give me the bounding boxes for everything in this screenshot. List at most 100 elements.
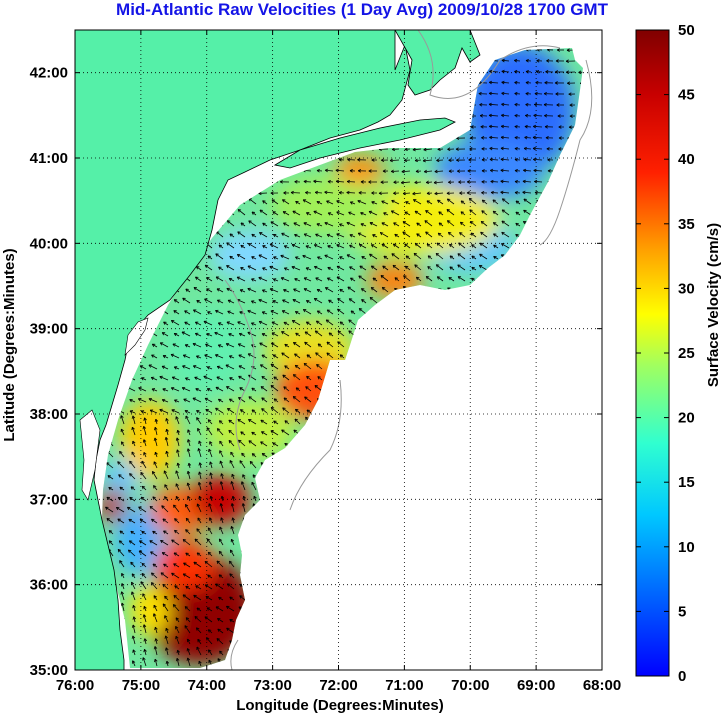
current-vector <box>280 277 290 282</box>
current-vector <box>534 104 543 106</box>
current-vector <box>215 310 224 315</box>
current-vector-head <box>502 198 506 200</box>
current-vector-head <box>261 408 264 412</box>
current-vector <box>358 232 367 238</box>
current-vector-head <box>203 376 206 379</box>
current-vector-head <box>284 365 287 369</box>
current-vector-head <box>435 264 438 268</box>
current-vector-head <box>381 222 384 226</box>
current-vector <box>251 409 257 414</box>
current-vector-head <box>404 243 407 247</box>
current-vector-head <box>258 299 261 303</box>
current-vector-head <box>328 332 331 336</box>
current-vector-head <box>481 170 485 173</box>
current-vector-head <box>515 223 518 227</box>
current-vector-head <box>270 342 274 346</box>
current-vector-head <box>370 265 373 269</box>
current-vector-head <box>207 255 210 259</box>
current-vector <box>196 417 202 425</box>
current-vector-head <box>555 93 559 96</box>
current-vector-head <box>349 169 353 172</box>
current-vector-head <box>358 169 362 172</box>
current-vector-head <box>336 211 339 215</box>
current-vector-head <box>534 102 538 105</box>
current-vector <box>479 265 488 271</box>
current-vector-head <box>404 160 408 163</box>
current-vector-head <box>523 159 527 162</box>
current-vector-head <box>258 254 261 258</box>
current-vector-head <box>248 220 251 224</box>
current-vector <box>425 276 433 282</box>
current-vector-head <box>271 199 274 203</box>
current-vector-head <box>456 159 460 162</box>
current-vector <box>293 342 301 348</box>
current-vector-head <box>412 147 416 151</box>
current-vector <box>205 409 213 414</box>
current-vector-head <box>347 286 350 290</box>
current-vector <box>492 210 499 216</box>
current-vector <box>172 343 180 348</box>
current-vector <box>316 289 323 293</box>
current-vector <box>306 409 312 414</box>
current-vector <box>292 320 301 326</box>
current-vector-head <box>448 277 451 281</box>
current-vector-head <box>482 199 486 202</box>
current-vector-head <box>536 49 540 52</box>
current-vector <box>214 332 224 337</box>
current-vector-head <box>314 385 317 389</box>
current-vector-head <box>283 322 286 326</box>
current-vector-head <box>324 191 328 195</box>
current-vector-head <box>313 298 317 302</box>
current-vector <box>248 220 257 227</box>
current-vector-head <box>567 81 571 84</box>
current-vector-head <box>360 181 364 184</box>
current-vector <box>151 388 158 392</box>
current-vector-head <box>303 288 307 292</box>
current-vector <box>501 125 510 128</box>
current-vector-head <box>500 125 504 129</box>
current-vector <box>294 418 301 425</box>
current-vector-head <box>370 244 374 248</box>
current-vector <box>438 211 444 216</box>
current-vector <box>292 396 301 403</box>
current-vector-head <box>471 255 474 259</box>
current-vector-head <box>459 191 463 194</box>
current-vector <box>533 115 543 117</box>
current-vector <box>437 199 444 205</box>
current-vector-head <box>468 198 471 202</box>
current-vector-head <box>558 148 562 151</box>
current-vector <box>239 387 246 392</box>
current-vector-head <box>514 170 518 173</box>
current-vector <box>361 288 367 293</box>
current-vector-head <box>413 199 416 203</box>
current-vector <box>161 365 169 370</box>
current-vector-head <box>229 256 232 260</box>
current-vector-head <box>500 147 504 151</box>
current-vector-head <box>524 124 528 127</box>
current-vector-head <box>371 192 375 195</box>
current-vector <box>479 253 488 260</box>
current-vector-head <box>272 211 275 215</box>
current-vector-head <box>525 69 529 72</box>
current-vector <box>501 114 510 117</box>
current-vector-head <box>427 266 430 270</box>
current-vector <box>460 200 466 205</box>
current-vector-head <box>391 171 395 174</box>
current-vector-head <box>272 234 276 238</box>
current-vector-head <box>489 157 493 160</box>
current-vector <box>335 169 345 172</box>
current-vector-head <box>555 60 559 63</box>
current-vector-head <box>337 308 340 312</box>
current-vector <box>305 386 312 392</box>
current-vector-head <box>479 113 484 117</box>
current-vector-head <box>470 232 473 236</box>
current-vector <box>215 407 224 414</box>
current-vector-head <box>569 104 573 107</box>
current-vector-head <box>279 180 283 183</box>
current-vector-head <box>433 182 437 185</box>
current-vector-head <box>372 234 375 238</box>
current-vector <box>427 255 433 260</box>
current-vector-head <box>163 321 166 325</box>
current-vector-head <box>371 158 375 161</box>
